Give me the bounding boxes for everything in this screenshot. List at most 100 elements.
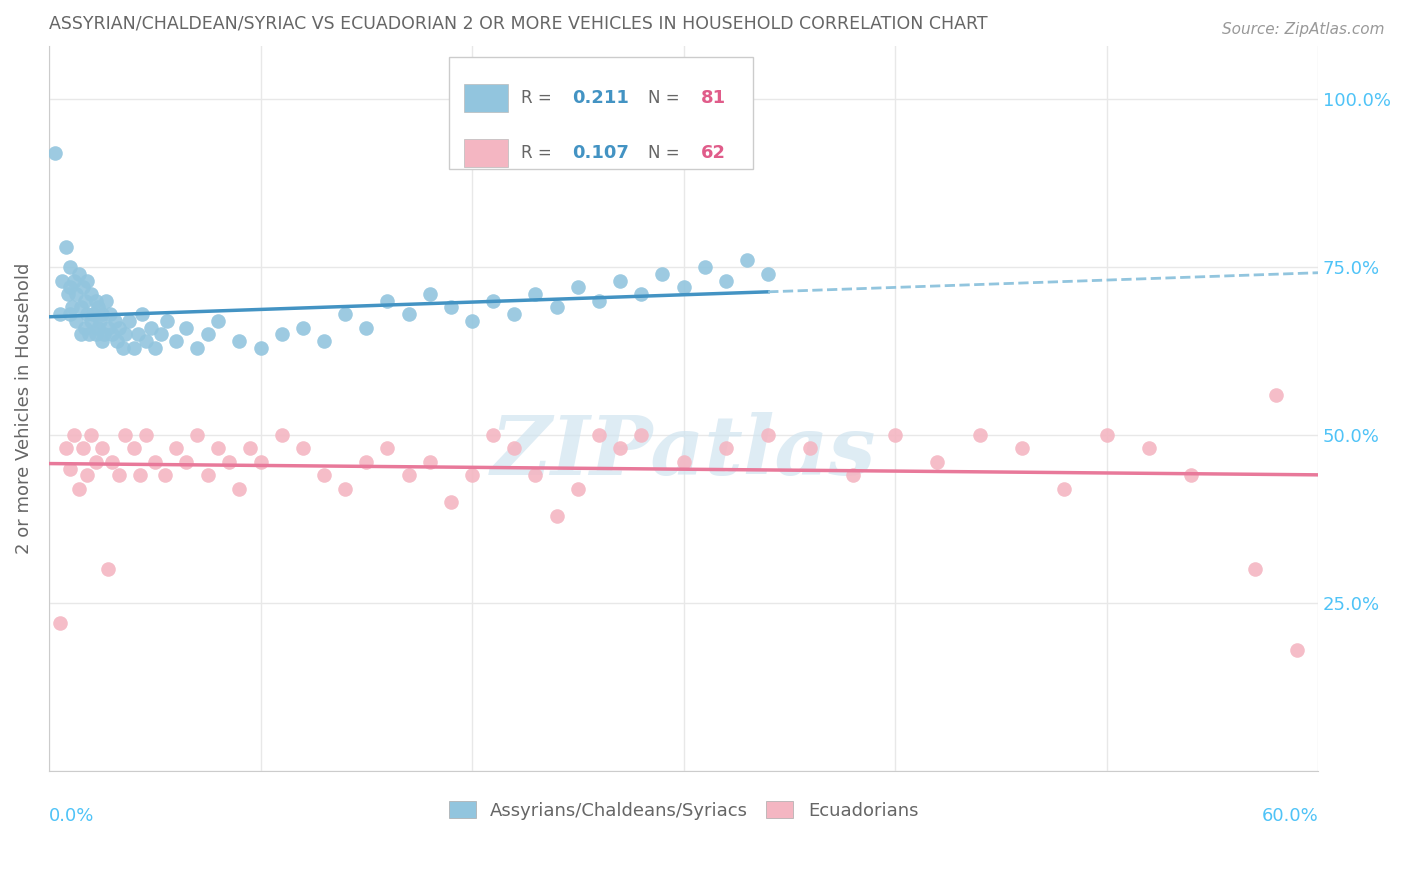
Point bbox=[524, 468, 547, 483]
Point bbox=[503, 307, 526, 321]
Text: 81: 81 bbox=[702, 89, 727, 107]
Point bbox=[249, 455, 271, 469]
Point bbox=[239, 442, 262, 456]
Point bbox=[48, 615, 70, 630]
Point bbox=[69, 327, 91, 342]
Point bbox=[884, 428, 907, 442]
Text: ASSYRIAN/CHALDEAN/SYRIAC VS ECUADORIAN 2 OR MORE VEHICLES IN HOUSEHOLD CORRELATI: ASSYRIAN/CHALDEAN/SYRIAC VS ECUADORIAN 2… bbox=[49, 15, 987, 33]
Point bbox=[249, 341, 271, 355]
Point bbox=[440, 301, 463, 315]
Point bbox=[122, 442, 145, 456]
Point bbox=[398, 307, 420, 321]
Point bbox=[186, 341, 208, 355]
Point bbox=[114, 327, 136, 342]
Point bbox=[73, 293, 96, 308]
Point bbox=[927, 455, 949, 469]
Point bbox=[73, 320, 96, 334]
Point bbox=[588, 293, 610, 308]
Point bbox=[80, 314, 103, 328]
Point bbox=[103, 314, 125, 328]
Point bbox=[207, 314, 229, 328]
Point bbox=[714, 274, 737, 288]
Point bbox=[630, 287, 652, 301]
Point bbox=[186, 428, 208, 442]
Point bbox=[482, 293, 505, 308]
Legend: Assyrians/Chaldeans/Syriacs, Ecuadorians: Assyrians/Chaldeans/Syriacs, Ecuadorians bbox=[441, 794, 925, 827]
Point bbox=[312, 334, 335, 348]
Point bbox=[67, 482, 90, 496]
Point bbox=[97, 562, 120, 576]
Point bbox=[546, 508, 568, 523]
Point bbox=[197, 468, 219, 483]
Point bbox=[77, 327, 100, 342]
Point bbox=[97, 320, 120, 334]
Point bbox=[101, 327, 124, 342]
Point bbox=[131, 307, 153, 321]
Point bbox=[567, 482, 589, 496]
Point bbox=[94, 293, 117, 308]
Point bbox=[398, 468, 420, 483]
Point bbox=[55, 442, 77, 456]
Point bbox=[84, 327, 107, 342]
Point bbox=[1095, 428, 1118, 442]
Text: 62: 62 bbox=[702, 144, 727, 162]
Point bbox=[799, 442, 821, 456]
Point bbox=[107, 468, 129, 483]
Point bbox=[63, 428, 86, 442]
Point bbox=[197, 327, 219, 342]
Point bbox=[76, 307, 98, 321]
Point bbox=[155, 468, 177, 483]
Point bbox=[60, 301, 83, 315]
FancyBboxPatch shape bbox=[464, 84, 509, 112]
Text: 0.107: 0.107 bbox=[572, 144, 628, 162]
Point bbox=[98, 307, 121, 321]
Point bbox=[756, 428, 779, 442]
Point bbox=[72, 280, 94, 294]
Point bbox=[1285, 643, 1308, 657]
Point bbox=[714, 442, 737, 456]
Point bbox=[419, 287, 441, 301]
Text: 0.211: 0.211 bbox=[572, 89, 628, 107]
Text: 0.0%: 0.0% bbox=[49, 807, 94, 825]
Point bbox=[524, 287, 547, 301]
Point bbox=[90, 307, 112, 321]
Text: ZIPatlas: ZIPatlas bbox=[491, 412, 876, 491]
Point bbox=[65, 314, 87, 328]
Point bbox=[270, 428, 292, 442]
Point bbox=[176, 320, 198, 334]
Point bbox=[228, 334, 250, 348]
Point bbox=[291, 320, 314, 334]
Text: 60.0%: 60.0% bbox=[1261, 807, 1319, 825]
Point bbox=[165, 442, 187, 456]
Point bbox=[461, 314, 484, 328]
Point bbox=[80, 287, 103, 301]
Point bbox=[59, 461, 82, 475]
Point bbox=[90, 442, 112, 456]
FancyBboxPatch shape bbox=[449, 56, 754, 169]
Point bbox=[756, 267, 779, 281]
Point bbox=[51, 274, 73, 288]
Point bbox=[735, 253, 758, 268]
Point bbox=[176, 455, 198, 469]
Point bbox=[333, 482, 356, 496]
Point bbox=[1180, 468, 1202, 483]
Point bbox=[59, 260, 82, 275]
Y-axis label: 2 or more Vehicles in Household: 2 or more Vehicles in Household bbox=[15, 262, 32, 554]
Point bbox=[93, 327, 115, 342]
Point bbox=[89, 314, 111, 328]
Point bbox=[127, 327, 149, 342]
Point bbox=[228, 482, 250, 496]
Point bbox=[143, 455, 166, 469]
Point bbox=[76, 468, 98, 483]
Point bbox=[312, 468, 335, 483]
Text: N =: N = bbox=[648, 144, 685, 162]
Point bbox=[651, 267, 673, 281]
Point bbox=[59, 307, 82, 321]
Point bbox=[150, 327, 173, 342]
Point bbox=[135, 428, 157, 442]
Point bbox=[546, 301, 568, 315]
Point bbox=[672, 280, 695, 294]
Point bbox=[72, 442, 94, 456]
Point bbox=[1264, 388, 1286, 402]
Point bbox=[63, 274, 86, 288]
